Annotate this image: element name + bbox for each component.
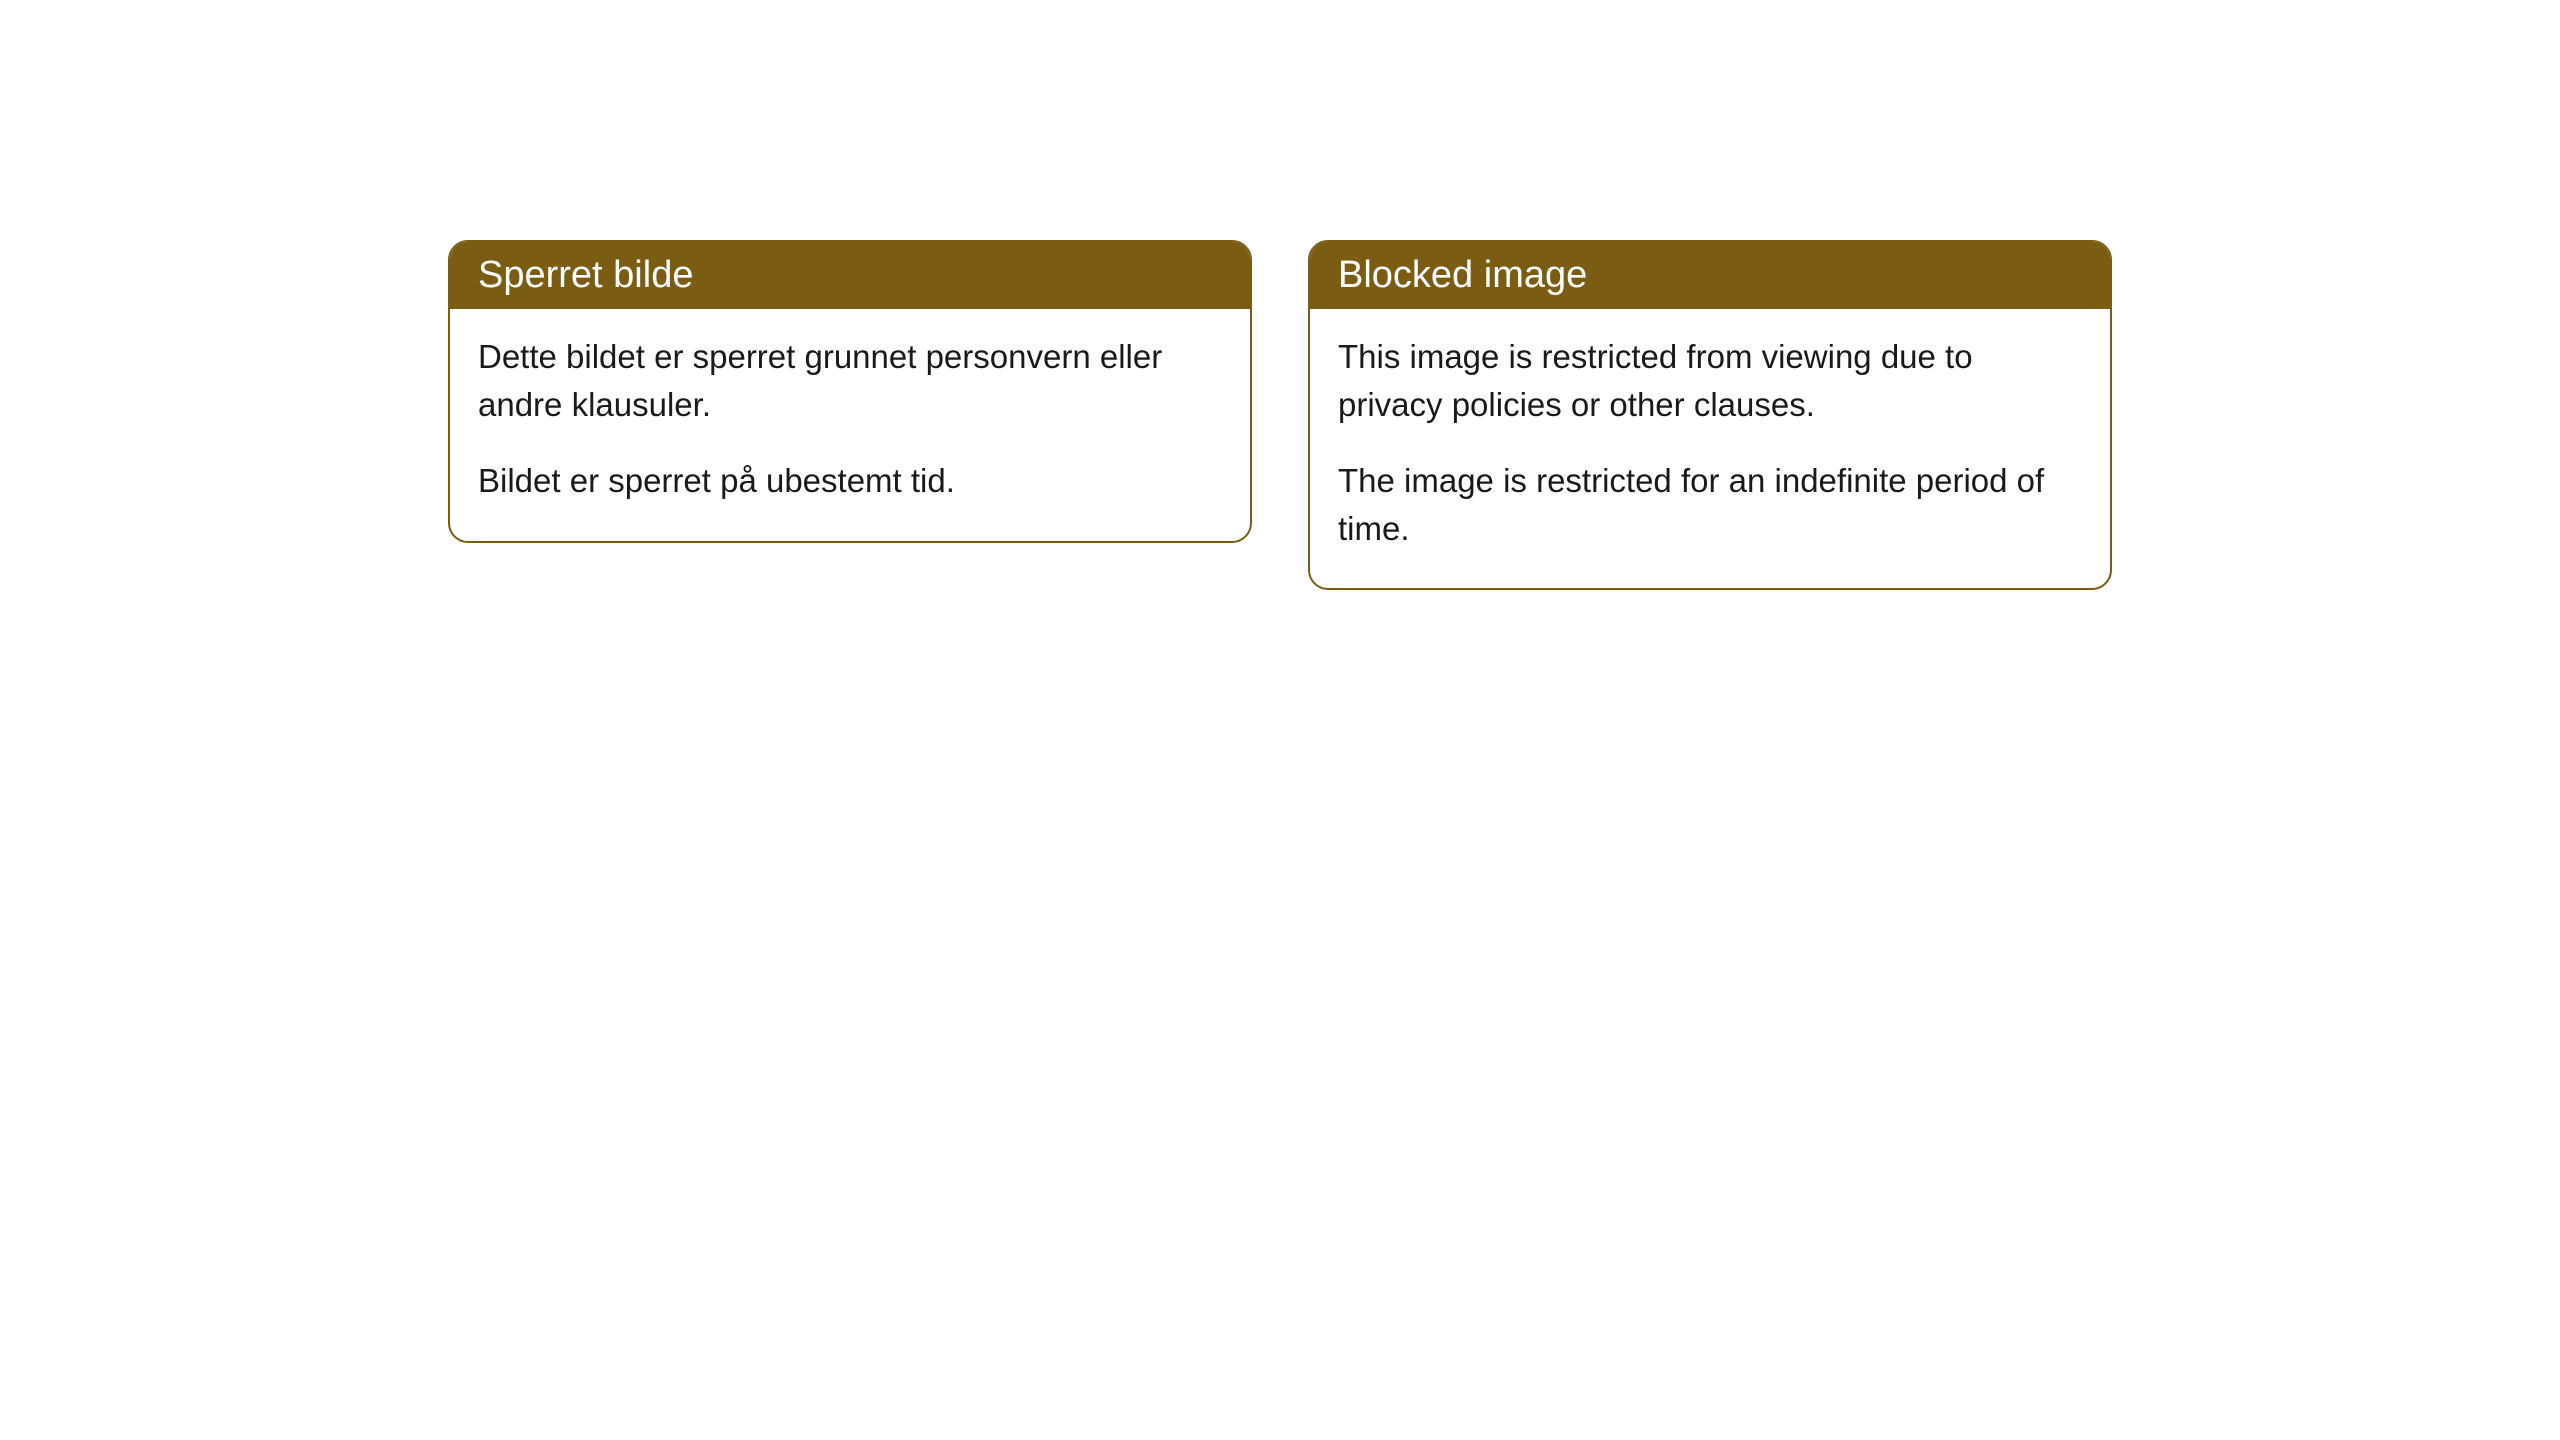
cards-container: Sperret bilde Dette bildet er sperret gr… bbox=[448, 240, 2112, 1440]
card-body-english: This image is restricted from viewing du… bbox=[1310, 309, 2110, 588]
blocked-image-card-norwegian: Sperret bilde Dette bildet er sperret gr… bbox=[448, 240, 1252, 543]
card-para1-norwegian: Dette bildet er sperret grunnet personve… bbox=[478, 333, 1222, 429]
card-title-norwegian: Sperret bilde bbox=[478, 254, 693, 296]
card-header-english: Blocked image bbox=[1310, 242, 2110, 309]
card-body-norwegian: Dette bildet er sperret grunnet personve… bbox=[450, 309, 1250, 541]
card-header-norwegian: Sperret bilde bbox=[450, 242, 1250, 309]
card-para1-english: This image is restricted from viewing du… bbox=[1338, 333, 2082, 429]
card-title-english: Blocked image bbox=[1338, 254, 1587, 296]
card-para2-english: The image is restricted for an indefinit… bbox=[1338, 457, 2082, 553]
card-para2-norwegian: Bildet er sperret på ubestemt tid. bbox=[478, 457, 1222, 505]
blocked-image-card-english: Blocked image This image is restricted f… bbox=[1308, 240, 2112, 590]
